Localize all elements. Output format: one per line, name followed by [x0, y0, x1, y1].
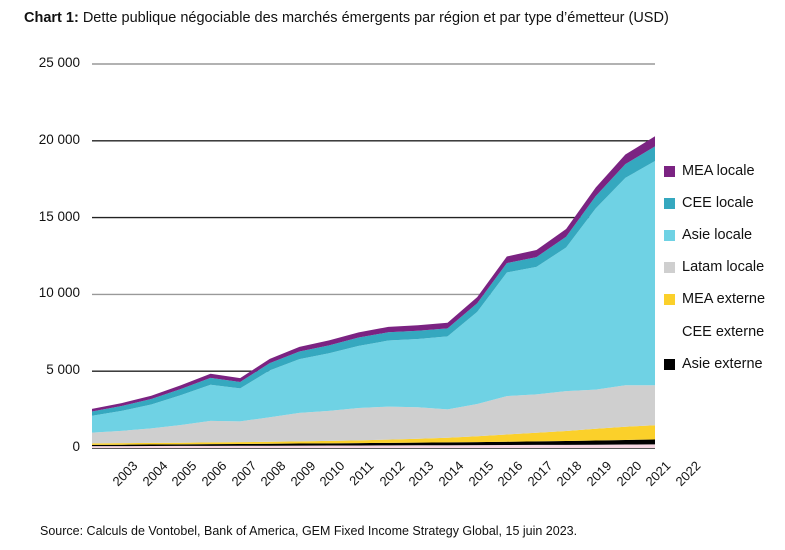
- page-title: Chart 1: Dette publique négociable des m…: [24, 9, 669, 28]
- legend-item-label: MEA externe: [682, 291, 766, 308]
- area-series-asie-locale: [92, 161, 655, 433]
- y-axis-tick-label: 25 000: [38, 55, 80, 70]
- legend-item-label: CEE locale: [682, 194, 754, 211]
- y-axis-tick-label: 10 000: [38, 285, 80, 301]
- legend-item[interactable]: Asie externe: [664, 348, 782, 380]
- page-title-rest: Dette publique négociable des marchés ém…: [78, 10, 669, 26]
- area-series-asie-externe: [92, 439, 655, 447]
- y-axis-tick-label: 15 000: [38, 208, 80, 224]
- legend-item[interactable]: Latam locale: [664, 252, 782, 284]
- source-note: Source: Calculs de Vontobel, Bank of Ame…: [40, 524, 578, 538]
- area-series-mea-externe: [92, 425, 655, 445]
- square-swatch-icon: [664, 262, 675, 274]
- legend-item[interactable]: CEE locale: [664, 187, 782, 219]
- legend-item-label: Latam locale: [682, 259, 765, 276]
- square-swatch-icon: [664, 165, 675, 177]
- square-swatch-icon: [664, 197, 675, 209]
- legend-item-label: Asie locale: [682, 226, 753, 243]
- page-title-lead: Chart 1:: [24, 10, 79, 26]
- area-series-group: [92, 136, 655, 448]
- y-axis-tick-label: 0: [72, 439, 80, 454]
- area-series-cee-externe: [92, 444, 655, 448]
- legend-item[interactable]: CEE externe: [664, 316, 782, 348]
- legend-item-label: CEE externe: [682, 323, 765, 340]
- y-axis-tick-label: 5 000: [46, 362, 80, 378]
- square-swatch-icon: [664, 326, 675, 338]
- y-axis-tick-label: 20 000: [38, 131, 80, 147]
- legend-item[interactable]: MEA externe: [664, 284, 782, 316]
- square-swatch-icon: [664, 294, 675, 306]
- legend-item[interactable]: MEA locale: [664, 155, 782, 187]
- chart-legend: MEA locale CEE locale Asie locale Latam loc…: [664, 155, 782, 380]
- area-series-latam-locale: [92, 385, 655, 444]
- square-swatch-icon: [664, 229, 675, 241]
- legend-item-label: Asie externe: [682, 355, 763, 372]
- legend-item[interactable]: Asie locale: [664, 219, 782, 251]
- square-swatch-icon: [664, 358, 675, 370]
- legend-item-label: MEA locale: [682, 162, 755, 179]
